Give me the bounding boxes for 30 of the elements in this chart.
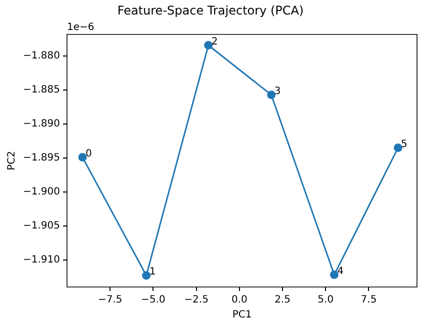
y-tick-label: −1.910 — [22, 254, 60, 266]
annotation: 2 — [211, 36, 218, 48]
point — [267, 90, 276, 100]
x-tick-label: −2.5 — [184, 294, 208, 306]
x-tick-label: 2.5 — [274, 294, 290, 306]
y-tick-label: −1.880 — [22, 50, 60, 62]
annotation: 3 — [274, 86, 281, 97]
y-tick-label: −1.900 — [22, 186, 60, 198]
y-tick-label: −1.890 — [22, 118, 60, 130]
x-tick-label: 0.0 — [231, 294, 248, 306]
annotation: 4 — [337, 266, 344, 277]
annotation: 5 — [401, 138, 408, 150]
point — [78, 153, 87, 162]
y-tick-label: −1.905 — [22, 220, 60, 232]
x-axis-title: PC1 — [232, 310, 252, 321]
text: 1e−6 — [67, 22, 94, 33]
point — [394, 144, 402, 152]
y-axis-title: PC2 — [6, 151, 18, 170]
x-tick-label: 5.0 — [318, 294, 334, 306]
annotation: 0 — [86, 148, 92, 160]
annotation: 1 — [149, 266, 156, 278]
y-tick-label: −1.885 — [22, 84, 60, 96]
x-tick-label: 7.5 — [360, 294, 377, 306]
chart-title: Feature-Space Trajectory (PCA) — [117, 3, 304, 18]
x-tick-label: −5.0 — [141, 294, 166, 306]
x-tick-label: −7.5 — [98, 294, 122, 306]
point — [204, 41, 213, 50]
point — [330, 270, 338, 280]
point — [142, 271, 151, 280]
y-tick-label: −1.895 — [22, 152, 60, 164]
